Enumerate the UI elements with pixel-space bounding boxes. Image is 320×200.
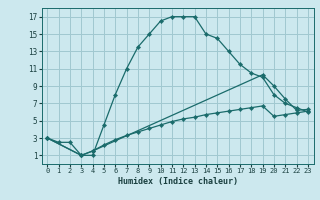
X-axis label: Humidex (Indice chaleur): Humidex (Indice chaleur) bbox=[118, 177, 237, 186]
